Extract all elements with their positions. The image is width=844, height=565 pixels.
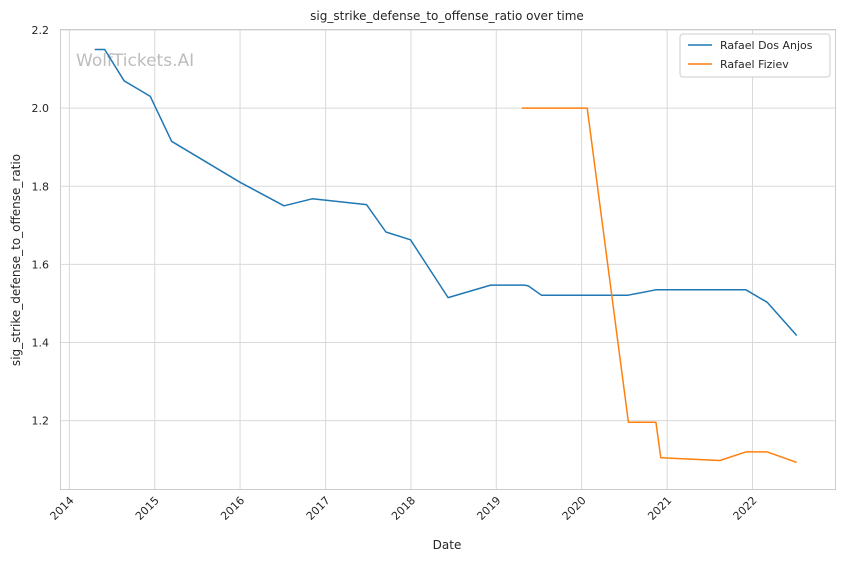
y-tick-label: 1.4	[32, 337, 50, 350]
y-tick-label: 2.2	[32, 24, 50, 37]
x-axis-label: Date	[433, 538, 462, 552]
y-tick-label: 1.2	[32, 415, 50, 428]
y-tick-label: 1.8	[32, 180, 50, 193]
legend: Rafael Dos Anjos Rafael Fiziev	[680, 34, 830, 77]
watermark: WolfTickets.AI	[76, 51, 194, 71]
legend-label-dos-anjos: Rafael Dos Anjos	[720, 39, 813, 52]
y-tick-label: 1.6	[32, 258, 50, 271]
y-tick-label: 2.0	[32, 102, 50, 115]
chart-title: sig_strike_defense_to_offense_ratio over…	[310, 9, 584, 23]
legend-label-fiziev: Rafael Fiziev	[720, 58, 789, 71]
y-axis-label: sig_strike_defense_to_offense_ratio	[9, 154, 23, 366]
